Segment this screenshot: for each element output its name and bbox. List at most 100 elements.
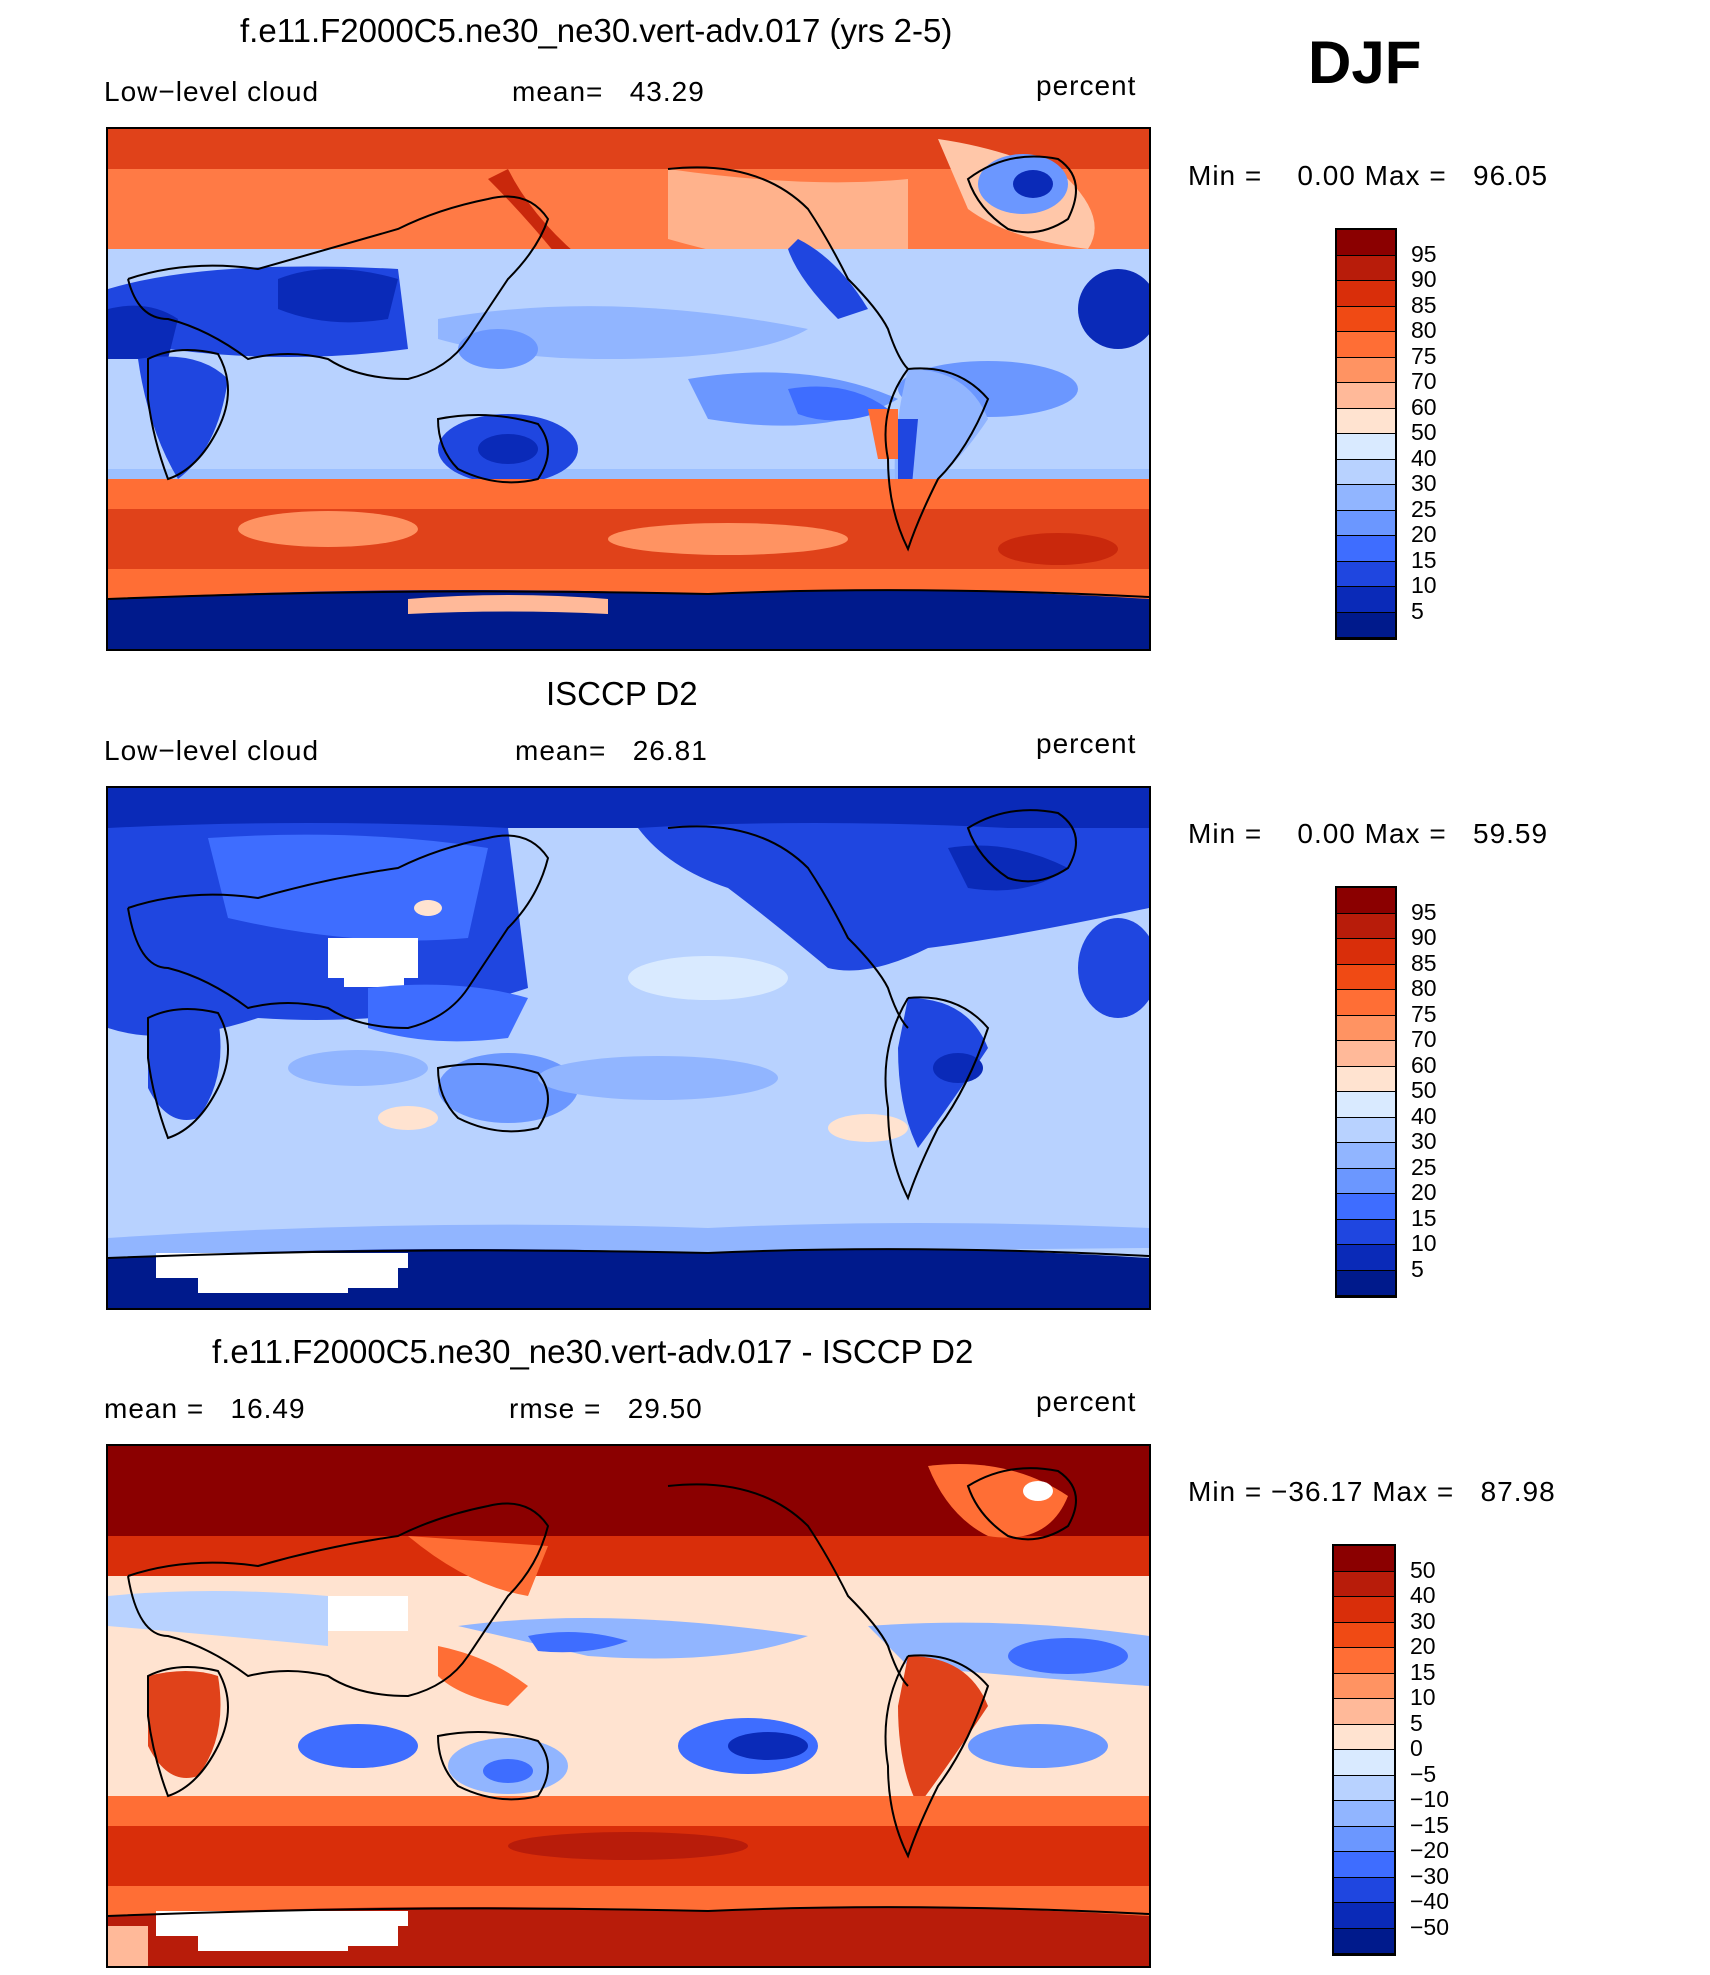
colorbar-tick-label: 15 [1411,546,1437,573]
colorbar-tick-label: 10 [1411,572,1437,598]
colorbar-tick-label: 75 [1411,342,1437,369]
colorbar-swatch [1334,1724,1394,1750]
colorbar-tick-label: 30 [1411,470,1437,496]
colorbar-tick-label: 10 [1410,1684,1436,1710]
panel-3-map [106,1444,1151,1968]
colorbar-tick-label: 20 [1410,1633,1436,1659]
colorbar-swatch [1337,536,1395,562]
colorbar-tick-label: 80 [1411,317,1437,343]
colorbar-tick-label: 80 [1411,975,1437,1001]
colorbar-swatch [1334,1750,1394,1776]
colorbar-tick-label: 90 [1411,266,1437,292]
panel-2-minmax: Min = 0.00 Max = 59.59 [1188,818,1549,849]
colorbar-swatch [1337,357,1395,383]
colorbar-swatch [1334,1699,1394,1725]
colorbar-swatch [1337,1117,1395,1143]
colorbar-tick-label: −40 [1410,1888,1450,1914]
colorbar-tick-label: −5 [1410,1760,1437,1787]
colorbar-swatch [1337,1015,1395,1041]
colorbar-swatch [1334,1673,1394,1699]
colorbar-swatch [1337,1219,1395,1245]
colorbar-tick-label: 20 [1411,521,1437,547]
colorbar-swatch [1334,1648,1394,1674]
colorbar-swatch [1334,1622,1394,1648]
colorbar-tick-label: 25 [1411,495,1437,522]
colorbar-swatch [1337,1143,1395,1169]
colorbar-swatch [1334,1801,1394,1827]
colorbar-tick-label: 75 [1411,1000,1437,1027]
colorbar-tick-label: −20 [1410,1837,1450,1863]
colorbar-tick-label: 50 [1411,1077,1437,1103]
colorbar-swatch [1337,939,1395,965]
colorbar-tick-label: 95 [1411,898,1437,925]
colorbar-swatch [1337,1270,1395,1296]
panel-2-map-plot [108,788,1149,1308]
colorbar-swatch [1337,1194,1395,1220]
colorbar-tick-label: 70 [1411,368,1437,394]
panel-1-minmax: Min = 0.00 Max = 96.05 [1188,160,1549,191]
colorbar-swatch [1337,459,1395,485]
colorbar-swatch [1337,1041,1395,1067]
colorbar-swatch [1334,1571,1394,1597]
colorbar-swatch [1334,1826,1394,1852]
panel-3-rmse: rmse = 29.50 [509,1393,703,1424]
colorbar-swatch [1337,408,1395,434]
colorbar-swatch [1334,1903,1394,1929]
colorbar-tick-label: 95 [1411,240,1437,267]
colorbar-tick-label: 85 [1411,949,1437,976]
colorbar-tick-label: 40 [1411,444,1437,471]
colorbar-tick-label: −10 [1410,1786,1450,1812]
panel-2-mean: mean= 26.81 [515,735,708,766]
colorbar-tick-label: 30 [1410,1607,1436,1634]
panel-3-map-plot [108,1446,1149,1966]
panel-2-units: percent [1036,728,1137,759]
colorbar-tick-label: 50 [1411,419,1437,445]
colorbar-swatch [1337,587,1395,613]
colorbar-swatch [1334,1852,1394,1878]
colorbar-swatch [1337,306,1395,332]
panel-3-units: percent [1036,1386,1137,1417]
colorbar-swatch [1337,383,1395,409]
panel-1-map [106,127,1151,651]
colorbar-swatch [1337,434,1395,460]
colorbar-tick-label: 5 [1411,1255,1424,1282]
colorbar-tick-label: 10 [1411,1230,1437,1256]
colorbar-swatch [1337,230,1395,256]
panel-1-units: percent [1036,70,1137,101]
panel-1-map-plot [108,129,1149,649]
colorbar-tick-label: 15 [1410,1658,1436,1685]
colorbar-swatch [1337,255,1395,281]
colorbar-tick-label: 60 [1411,1051,1437,1078]
colorbar-tick-label: 50 [1410,1556,1436,1583]
colorbar-swatch [1337,990,1395,1016]
panel-1-left-label: Low−level cloud [104,76,320,107]
colorbar-tick-label: 5 [1410,1709,1423,1736]
colorbar-swatch [1337,964,1395,990]
colorbar-swatch [1337,913,1395,939]
colorbar-tick-label: −50 [1410,1913,1450,1940]
panel-2-left-label: Low−level cloud [104,735,320,766]
colorbar-swatch [1337,510,1395,536]
panel-2-colorbar [1335,886,1397,1298]
colorbar-swatch [1337,485,1395,511]
colorbar-tick-label: 15 [1411,1204,1437,1231]
panel-1-mean: mean= 43.29 [512,76,705,107]
colorbar-swatch [1337,281,1395,307]
colorbar-swatch [1334,1928,1394,1954]
colorbar-swatch [1334,1546,1394,1572]
season-label: DJF [1308,29,1422,96]
colorbar-tick-label: 90 [1411,924,1437,950]
colorbar-swatch [1334,1877,1394,1903]
panel-1-title: f.e11.F2000C5.ne30_ne30.vert-adv.017 (yr… [240,12,953,49]
colorbar-tick-label: 20 [1411,1179,1437,1205]
colorbar-tick-label: 30 [1411,1128,1437,1154]
colorbar-swatch [1337,561,1395,587]
colorbar-swatch [1337,612,1395,638]
colorbar-tick-label: 40 [1410,1582,1436,1608]
colorbar-tick-label: 25 [1411,1153,1437,1180]
colorbar-swatch [1337,888,1395,914]
colorbar-swatch [1337,1168,1395,1194]
panel-2-title: ISCCP D2 [546,675,698,712]
colorbar-tick-label: −15 [1410,1811,1450,1838]
panel-3-title: f.e11.F2000C5.ne30_ne30.vert-adv.017 - I… [212,1333,974,1370]
